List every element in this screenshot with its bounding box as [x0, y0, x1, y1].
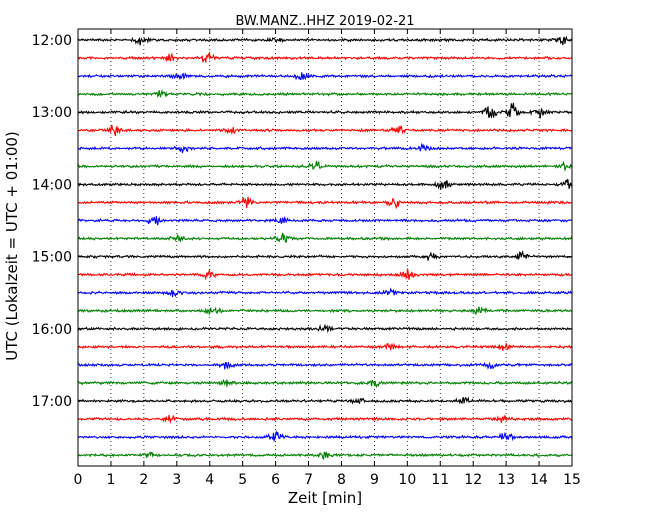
trace-1645: [77, 378, 573, 389]
y-tick-label: 16:00: [32, 322, 72, 338]
chart-title: BW.MANZ..HHZ 2019-02-21: [235, 14, 414, 29]
x-tick-label: 4: [205, 472, 214, 488]
trace-lines: [77, 35, 573, 461]
y-tick-label: 13:00: [32, 105, 72, 121]
x-tick-label: 8: [337, 472, 346, 488]
trace-1445: [77, 232, 573, 243]
x-tick-label: 2: [139, 472, 148, 488]
trace-1530: [77, 287, 573, 298]
x-tick-label: 15: [563, 472, 581, 488]
trace-1345: [77, 160, 573, 173]
trace-1330: [77, 142, 573, 154]
trace-1515: [77, 268, 573, 281]
y-tick-label: 12:00: [32, 33, 72, 49]
x-tick-label: 3: [172, 472, 181, 488]
trace-1700: [77, 396, 573, 405]
y-tick-label: 14:00: [32, 177, 72, 193]
x-tick-label: 7: [304, 472, 313, 488]
x-tick-label: 5: [238, 472, 247, 488]
trace-1615: [77, 342, 573, 351]
trace-1315: [77, 124, 573, 137]
trace-1415: [77, 196, 573, 210]
trace-1245: [77, 88, 573, 98]
trace-1745: [77, 451, 573, 461]
x-tick-label: 1: [106, 472, 115, 488]
trace-1500: [77, 250, 573, 261]
trace-1200: [77, 35, 573, 46]
x-tick-label: 10: [398, 472, 416, 488]
x-tick-label: 11: [431, 472, 449, 488]
trace-1400: [77, 179, 573, 190]
y-axis-ticks: 12:00 13:00 14:00 15:00 16:00 17:00: [32, 33, 572, 410]
x-tick-label: 12: [464, 472, 482, 488]
x-tick-label: 9: [370, 472, 379, 488]
x-tick-label: 6: [271, 472, 280, 488]
y-tick-label: 17:00: [32, 394, 72, 410]
trace-1715: [77, 415, 573, 424]
trace-1730: [77, 430, 573, 443]
trace-1300: [77, 102, 573, 119]
plot-frame: [77, 28, 573, 467]
x-axis-label: Zeit [min]: [288, 489, 362, 507]
grid-lines: [110, 29, 540, 466]
trace-1230: [77, 72, 573, 81]
trace-1545: [77, 305, 573, 316]
x-tick-label: 0: [74, 472, 83, 488]
trace-1600: [77, 323, 573, 334]
trace-1430: [77, 215, 573, 226]
y-axis-label: UTC (Lokalzeit = UTC + 01:00): [3, 131, 21, 361]
trace-1630: [77, 361, 573, 370]
trace-1215: [77, 51, 573, 63]
x-axis-ticks: 0 1 2 3 4 5 6 7 8 9 10 11 12 13 14 15: [74, 29, 581, 488]
y-tick-label: 15:00: [32, 250, 72, 266]
x-tick-label: 14: [530, 472, 548, 488]
x-tick-label: 13: [497, 472, 515, 488]
